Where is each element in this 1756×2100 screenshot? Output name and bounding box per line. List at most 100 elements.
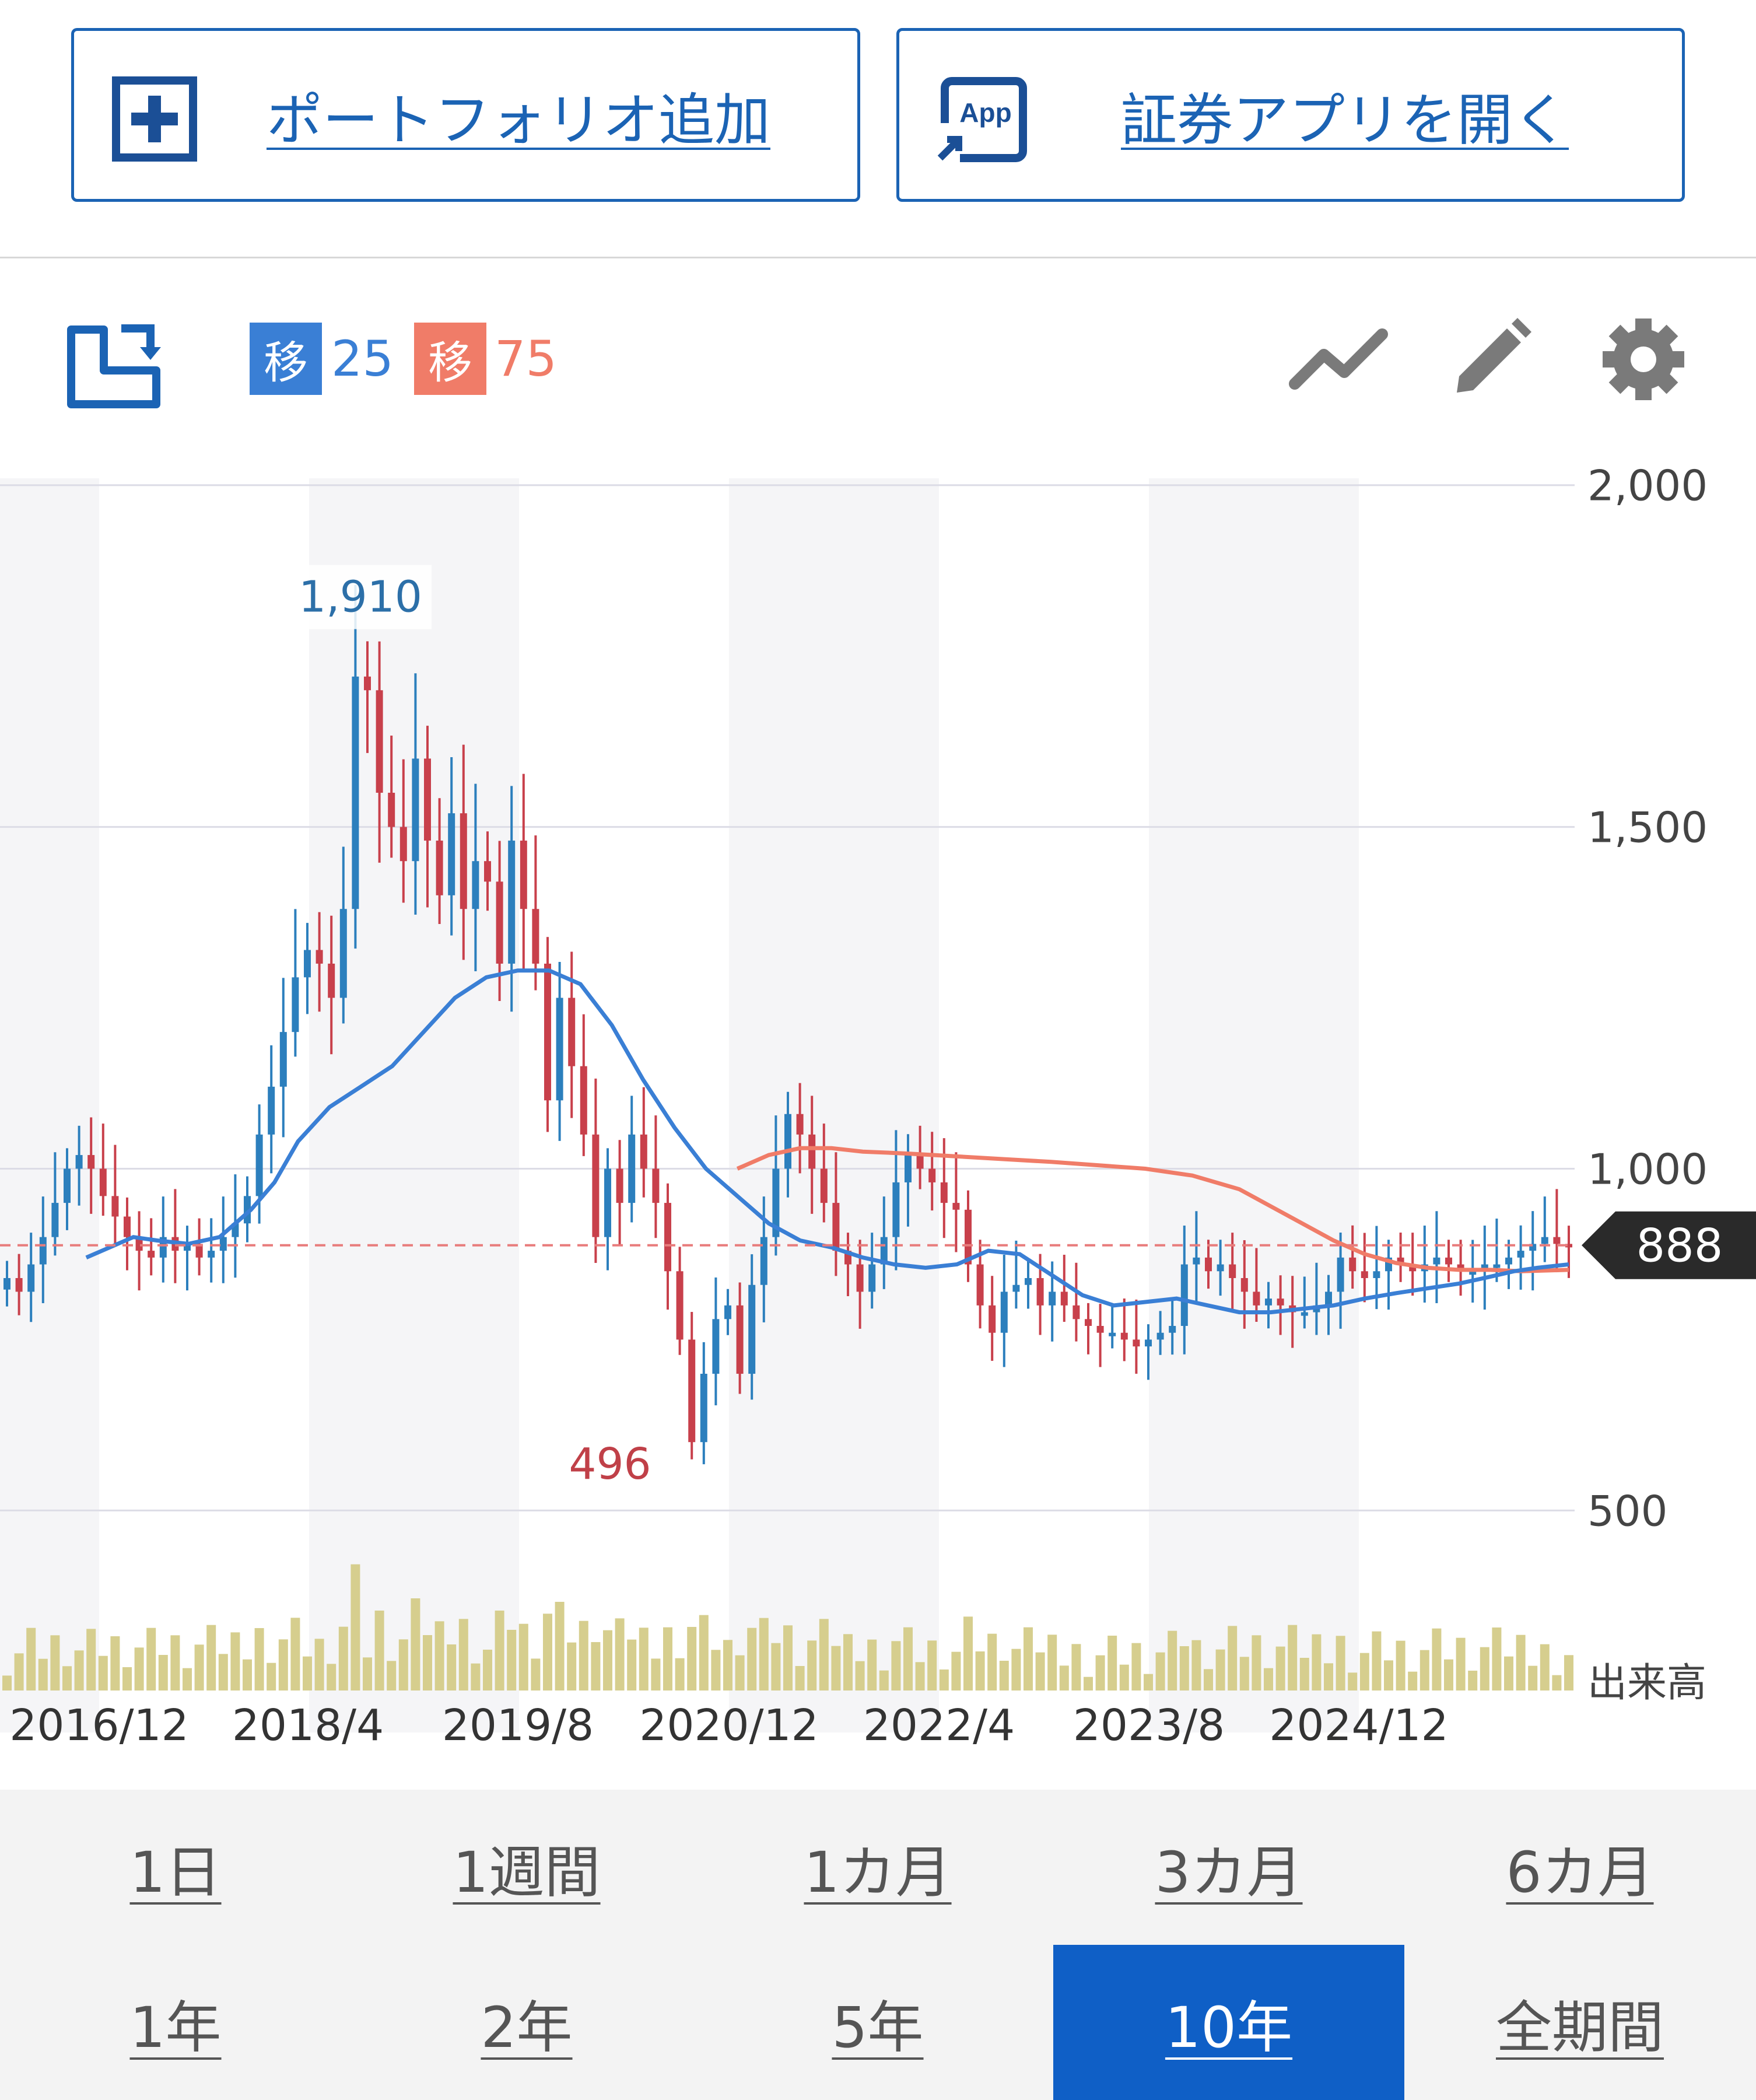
candle-body	[316, 950, 323, 964]
volume-bar	[206, 1625, 216, 1690]
period-4[interactable]: 6カ月	[1404, 1790, 1755, 1945]
top-action-bar: ポートフォリオ追加 App 証券アプリを開く	[0, 0, 1756, 258]
volume-bar	[1239, 1657, 1249, 1690]
candle-body	[1325, 1292, 1332, 1306]
x-tick-label: 2019/8	[442, 1700, 594, 1751]
volume-bar	[1107, 1636, 1117, 1690]
volume-bar	[615, 1618, 625, 1690]
candle-body	[135, 1237, 143, 1251]
candle-body	[1529, 1244, 1537, 1251]
candle-body	[1000, 1292, 1008, 1333]
period-label: 10年	[1165, 1994, 1293, 2060]
candle-body	[64, 1168, 71, 1203]
candle-body	[1049, 1292, 1056, 1306]
candle-body	[484, 861, 491, 882]
line-chart-icon[interactable]	[1289, 326, 1388, 396]
volume-bar	[1144, 1674, 1153, 1690]
candle-body	[952, 1203, 960, 1210]
volume-bar	[230, 1632, 240, 1690]
volume-bar	[1252, 1635, 1261, 1690]
candle-body	[1433, 1257, 1440, 1265]
period-2[interactable]: 1カ月	[702, 1790, 1053, 1945]
volume-bar	[290, 1618, 300, 1690]
candle-body	[1361, 1271, 1368, 1278]
candle-body	[1036, 1278, 1044, 1306]
volume-bar	[663, 1627, 672, 1690]
volume-bar	[1384, 1660, 1393, 1690]
volume-bar	[819, 1619, 829, 1690]
period-label: 1年	[129, 1994, 222, 2060]
volume-bar	[62, 1666, 72, 1690]
candle-body	[940, 1182, 948, 1203]
candle-body	[15, 1278, 23, 1292]
candle-body	[1085, 1319, 1092, 1326]
volume-bar	[843, 1634, 853, 1690]
chart-canvas: 2,000 1,500 1,000 500 888 1,910 496 出来高 2016/12 2…	[0, 461, 1756, 1751]
candle-body	[652, 1168, 660, 1203]
volume-bar	[471, 1663, 481, 1690]
period-9[interactable]: 全期間	[1404, 1945, 1755, 2100]
volume-bar	[158, 1655, 168, 1690]
volume-bar	[1516, 1634, 1526, 1690]
volume-bar	[555, 1602, 565, 1690]
candle-body	[568, 998, 576, 1066]
period-selector: 1日 1週間 1カ月 3カ月 6カ月 1年 2年 5年 10年 全期間	[0, 1790, 1756, 2100]
candle-body	[1096, 1326, 1104, 1333]
period-6[interactable]: 2年	[351, 1945, 702, 2100]
candle-body	[1493, 1264, 1501, 1268]
volume-bar	[1035, 1652, 1045, 1690]
candle-body	[1217, 1264, 1224, 1272]
volume-bar	[1480, 1647, 1489, 1690]
period-7[interactable]: 5年	[702, 1945, 1053, 2100]
open-app-button[interactable]: App 証券アプリを開く	[896, 28, 1685, 202]
current-price-tag	[1582, 1211, 1756, 1279]
period-1[interactable]: 1週間	[351, 1790, 702, 1945]
period-8[interactable]: 10年	[1053, 1945, 1404, 2100]
ma75-badge: 移	[414, 323, 486, 395]
candle-body	[460, 813, 467, 909]
gear-icon[interactable]	[1601, 317, 1686, 402]
candle-body	[808, 1134, 816, 1169]
period-label: 1カ月	[804, 1839, 952, 1905]
volume-bar	[783, 1625, 793, 1690]
candle-body	[820, 1168, 828, 1203]
candle-body	[1060, 1292, 1068, 1306]
candle-body	[676, 1271, 684, 1340]
volume-bar	[1095, 1655, 1105, 1690]
volume-bar	[122, 1667, 132, 1690]
volume-bar	[531, 1658, 541, 1690]
volume-bar	[146, 1628, 156, 1690]
volume-bar	[518, 1623, 528, 1690]
period-label: 1週間	[453, 1839, 601, 1905]
add-portfolio-button[interactable]: ポートフォリオ追加	[71, 28, 860, 202]
volume-bar	[723, 1640, 732, 1690]
candle-body	[736, 1305, 744, 1374]
volume-bar	[327, 1664, 337, 1690]
candle-body	[664, 1203, 671, 1272]
pencil-icon[interactable]	[1446, 316, 1534, 403]
ma25-value: 25	[331, 330, 394, 387]
candle-body	[989, 1305, 996, 1333]
candle-body	[111, 1196, 119, 1217]
volume-bar	[903, 1627, 913, 1690]
period-0[interactable]: 1日	[0, 1790, 351, 1945]
candle-body	[724, 1305, 731, 1320]
candle-body	[1553, 1237, 1561, 1244]
volume-bar	[879, 1670, 889, 1690]
candle-body	[496, 881, 503, 964]
high-price-label: 1,910	[299, 572, 422, 622]
candle-body	[399, 827, 407, 862]
volume-bar	[1408, 1671, 1418, 1690]
volume-bar	[1348, 1672, 1358, 1690]
candle-body	[195, 1244, 203, 1258]
candle-body	[1109, 1332, 1116, 1336]
volume-bar	[495, 1611, 504, 1690]
period-5[interactable]: 1年	[0, 1945, 351, 2100]
volume-bar	[1540, 1644, 1550, 1690]
candle-body	[1277, 1298, 1284, 1306]
period-3[interactable]: 3カ月	[1053, 1790, 1404, 1945]
stock-chart[interactable]: 2,000 1,500 1,000 500 888 1,910 496 出来高 2016/12 2…	[0, 457, 1756, 1790]
rotate-screen-icon[interactable]	[63, 317, 170, 410]
candle-body	[640, 1134, 647, 1169]
volume-bar	[807, 1640, 817, 1690]
